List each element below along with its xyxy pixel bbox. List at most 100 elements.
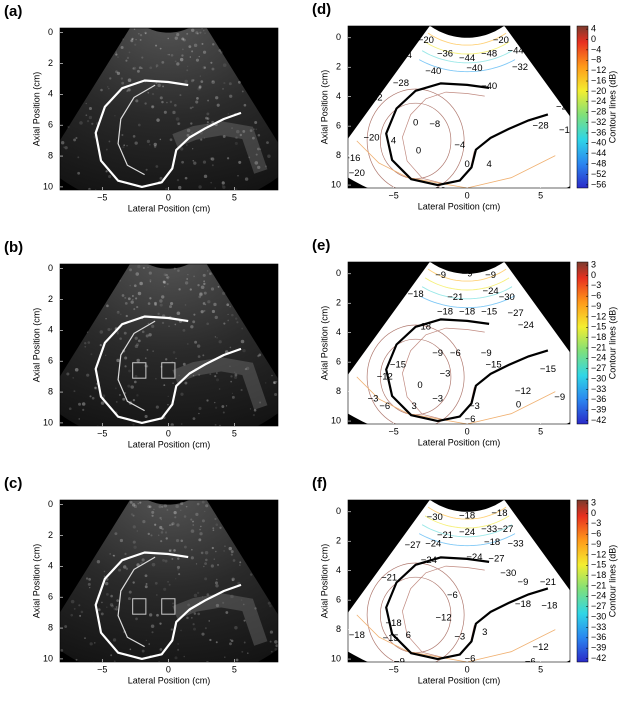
speckle [144,102,147,105]
speckle [172,110,176,115]
contour-label: −6 [447,590,458,601]
speckle [190,79,194,83]
speckle [137,502,140,505]
speckle [198,538,202,542]
speckle [252,136,255,140]
speckle [180,423,183,425]
speckle [198,85,202,89]
speckle [136,306,139,309]
speckle [186,128,191,133]
boundary [94,315,242,424]
speckle [180,509,182,512]
speckle [165,273,169,277]
speckle [222,63,227,67]
roi-box [132,362,147,379]
contour [421,50,513,64]
speckle [132,540,136,544]
speckle [221,405,225,408]
speckle [161,527,164,531]
speckle [198,55,200,58]
contour-label: −20 [349,168,365,179]
speckle [154,303,157,307]
speckle [162,85,164,88]
colorbar-tick-label: 4 [591,23,596,33]
speckle [85,577,89,580]
y-tick-label: 8 [336,624,341,634]
speckle [195,100,199,104]
contour-label: −30 [500,568,516,579]
x-tick-label: 0 [166,192,171,202]
tissue [172,121,268,174]
speckle [171,557,174,560]
speckle [88,106,93,111]
speckle [214,375,217,378]
contour-label: −18 [437,307,453,318]
speckle [136,563,140,567]
speckle [211,309,216,314]
speckle [198,86,202,90]
speckle [150,624,155,628]
contour-label: −20 [363,132,379,143]
y-tick-label: 2 [48,530,53,540]
speckle [74,367,79,372]
image-area: −9 −9 −9−18 −21−24−30−18 −18 −15 −27−18 −24−9 −6… [348,262,570,424]
speckle [148,271,152,275]
speckle [167,278,169,280]
speckle [209,638,212,642]
speckle [198,295,202,299]
colorbar-tick-label: 0 [591,34,596,44]
roi-box [161,362,176,379]
speckle [239,561,242,564]
speckle [126,56,130,59]
speckle [195,58,200,62]
sector [348,26,570,188]
contour-label: −32 [366,93,382,104]
speckle [148,505,152,509]
speckle [120,77,124,80]
speckle [133,504,138,509]
y-tick-label: 4 [336,91,341,101]
speckle [137,291,142,296]
speckle [174,36,178,40]
contour-label: −12 [436,612,452,623]
speckle [127,297,131,301]
y-tick-label: 10 [43,417,53,427]
contour-label: −20 [418,35,434,46]
contour-label: −44 [508,46,524,57]
y-tick-label: 2 [336,536,341,546]
speckle [204,32,206,34]
speckle [212,529,215,531]
speckle [240,599,243,601]
y-tick-label: 0 [336,506,341,516]
speckle [111,604,114,608]
speckle [203,137,206,139]
speckle [161,505,164,508]
speckle [190,518,193,521]
speckle [191,548,193,551]
speckle [110,328,113,330]
speckle [231,127,233,129]
panel-label: (f) [312,475,327,492]
speckle [151,105,155,109]
speckle [203,29,205,32]
speckle [215,523,219,526]
speckle [240,388,243,392]
speckle [112,554,115,557]
speckle [274,640,278,644]
speckle [103,575,105,577]
contour-label: −16 [344,153,360,164]
speckle [227,313,229,316]
speckle [143,663,145,665]
speckle [259,148,262,150]
speckle [137,123,141,127]
speckle [257,147,260,151]
speckle [275,644,278,648]
speckle [242,348,246,353]
speckle [115,51,117,53]
speckle [154,581,158,585]
contour [418,59,516,73]
speckle [119,280,121,282]
speckle [163,273,167,277]
speckle [118,393,121,396]
